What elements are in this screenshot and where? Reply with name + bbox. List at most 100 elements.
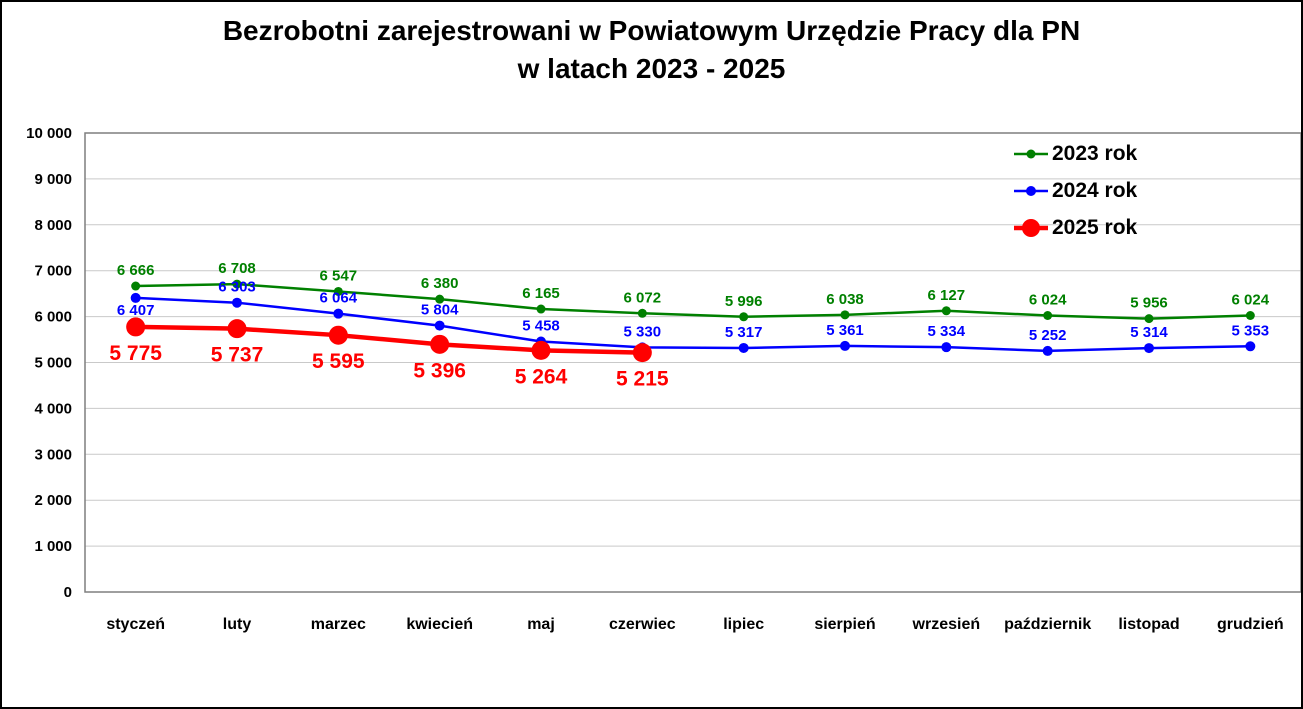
x-axis-tick-label: sierpień	[814, 616, 875, 633]
data-label: 6 072	[624, 289, 662, 306]
data-label: 5 775	[109, 342, 162, 365]
data-label: 6 024	[1029, 291, 1067, 308]
y-axis-tick-label: 4 000	[34, 400, 72, 417]
legend-item-2025: 2025 rok	[1014, 209, 1137, 246]
data-point	[632, 343, 652, 363]
y-axis-tick-label: 1 000	[34, 538, 72, 555]
data-label: 5 353	[1232, 322, 1270, 339]
legend-marker-2023-icon	[1014, 149, 1048, 158]
series-line-2024	[135, 296, 1251, 353]
data-point	[1245, 310, 1255, 320]
legend-item-2023: 2023 rok	[1014, 135, 1137, 172]
chart-title-line1: Bezrobotni zarejestrowani w Powiatowym U…	[222, 15, 1081, 46]
data-point	[1245, 341, 1256, 352]
data-label: 6 024	[1232, 291, 1270, 308]
data-label: 5 334	[928, 323, 966, 340]
y-axis-tick-label: 0	[64, 584, 72, 601]
data-point	[1144, 343, 1154, 354]
data-point	[232, 279, 242, 289]
data-label: 5 956	[1130, 295, 1168, 312]
data-point	[227, 319, 247, 339]
data-label: 6 547	[320, 267, 358, 284]
legend-marker-2025-icon	[1014, 218, 1048, 237]
data-point	[941, 306, 951, 316]
chart-legend: 2023 rok 2024 rok 2025 rok	[1014, 135, 1137, 246]
data-label: 5 215	[616, 368, 669, 391]
x-axis-tick-label: listopad	[1118, 616, 1179, 633]
x-axis-tick-label: czerwiec	[609, 616, 676, 633]
data-label: 5 314	[1130, 324, 1168, 341]
data-point	[333, 308, 344, 319]
data-point	[328, 325, 348, 345]
legend-label-2025: 2025 rok	[1052, 215, 1138, 239]
y-axis-tick-label: 10 000	[26, 125, 72, 142]
data-point	[637, 308, 647, 318]
data-label: 5 396	[413, 359, 466, 382]
data-point	[1043, 310, 1053, 320]
data-point	[840, 310, 850, 320]
data-label: 5 252	[1029, 327, 1067, 344]
data-point	[1042, 345, 1053, 356]
x-axis-tick-label: luty	[223, 616, 252, 633]
y-axis-tick-label: 8 000	[34, 217, 72, 234]
data-label: 5 361	[826, 322, 864, 339]
chart-title-line2: w latach 2023 - 2025	[517, 53, 786, 84]
x-axis-tick-label: październik	[1004, 616, 1091, 633]
legend-dot	[1026, 185, 1036, 196]
series-line-2023	[135, 282, 1251, 320]
data-label: 5 804	[421, 302, 459, 319]
plot-area-border	[84, 132, 1301, 593]
data-point	[434, 320, 445, 331]
x-axis-tick-label: styczeń	[106, 616, 165, 633]
data-label: 5 330	[624, 323, 662, 340]
legend-dot	[1022, 218, 1040, 237]
data-label: 6 666	[117, 262, 155, 279]
y-axis-tick-label: 7 000	[34, 263, 72, 280]
data-point	[840, 340, 850, 351]
data-label: 5 595	[312, 350, 365, 373]
data-label: 6 708	[218, 260, 256, 277]
x-axis-tick-label: kwiecień	[406, 616, 473, 633]
data-point	[430, 334, 450, 354]
data-label: 5 317	[725, 324, 763, 341]
data-label: 5 737	[211, 344, 264, 367]
series-line-2025	[135, 324, 643, 355]
data-point	[739, 312, 749, 322]
x-axis-tick-label: grudzień	[1217, 616, 1284, 633]
data-label: 6 303	[218, 279, 256, 296]
data-point	[126, 317, 146, 337]
legend-label-2023: 2023 rok	[1052, 141, 1138, 165]
data-point	[232, 297, 242, 308]
data-label: 6 127	[928, 287, 966, 304]
legend-item-2024: 2024 rok	[1014, 172, 1137, 209]
x-axis-tick-label: maj	[527, 616, 555, 633]
data-point	[435, 294, 445, 304]
data-label: 6 407	[117, 302, 155, 319]
y-axis-tick-label: 3 000	[34, 446, 72, 463]
data-label: 6 380	[421, 275, 459, 292]
y-axis-tick-label: 5 000	[34, 355, 72, 372]
legend-dot	[1026, 149, 1036, 158]
data-point	[941, 342, 952, 353]
x-axis-tick-label: lipiec	[723, 616, 764, 633]
data-point	[131, 281, 141, 291]
data-label: 6 038	[826, 291, 864, 308]
y-axis-tick-label: 9 000	[34, 171, 72, 188]
data-point	[531, 340, 551, 360]
legend-label-2024: 2024 rok	[1052, 178, 1138, 202]
data-point	[333, 286, 343, 296]
data-label: 6 165	[522, 285, 560, 302]
data-label: 5 264	[515, 365, 568, 388]
data-label: 5 996	[725, 293, 763, 310]
chart-title: Bezrobotni zarejestrowani w Powiatowym U…	[2, 12, 1301, 88]
y-axis-tick-label: 6 000	[34, 309, 72, 326]
x-axis-tick-label: wrzesień	[912, 616, 981, 633]
data-label: 6 064	[320, 290, 358, 307]
data-point	[536, 304, 546, 314]
x-axis-tick-label: marzec	[311, 616, 366, 633]
data-point	[738, 342, 749, 353]
data-label: 5 458	[522, 317, 560, 334]
legend-marker-2024-icon	[1014, 185, 1048, 196]
